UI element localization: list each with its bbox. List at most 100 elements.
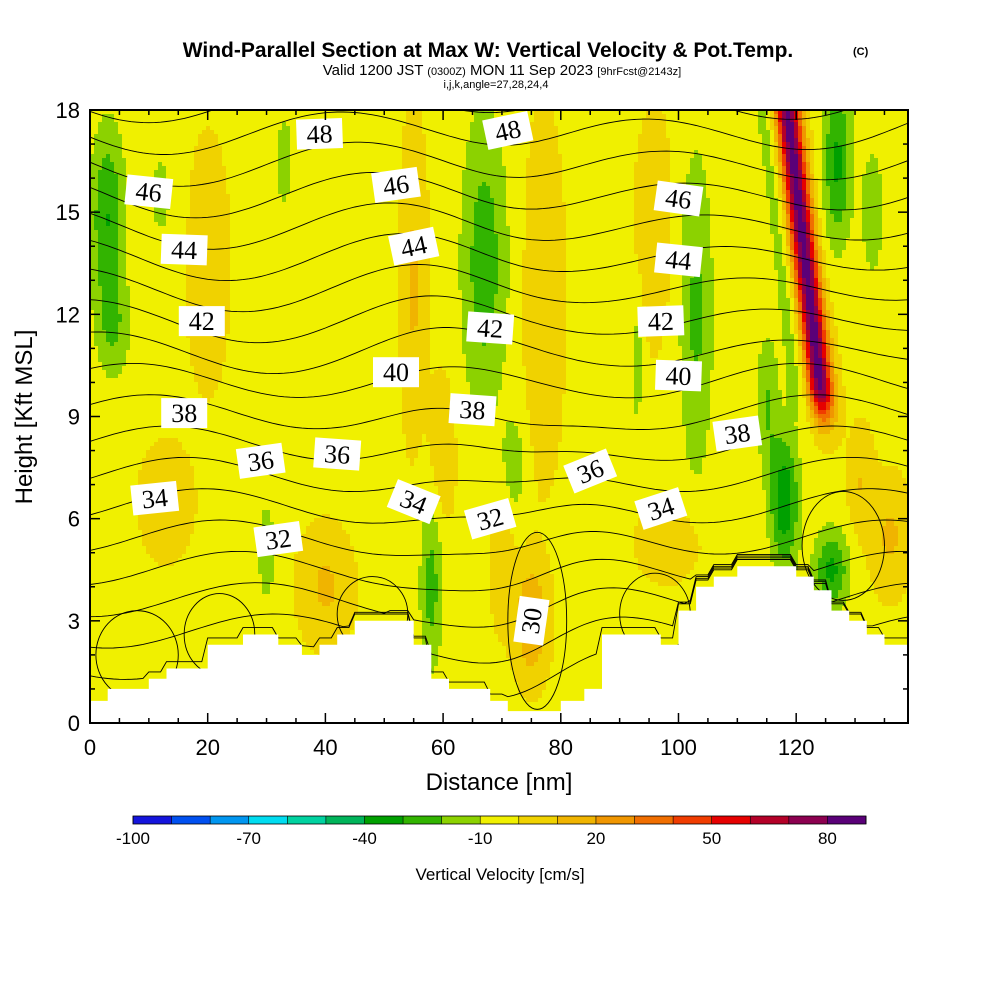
velocity-cell [102, 342, 107, 347]
velocity-cell [154, 358, 159, 363]
velocity-cell [150, 522, 155, 527]
velocity-cell [150, 558, 155, 563]
velocity-cell [134, 438, 139, 443]
velocity-cell [134, 330, 139, 335]
velocity-cell [118, 674, 123, 679]
velocity-cell [198, 382, 203, 387]
velocity-cell [186, 546, 191, 551]
velocity-cell [98, 450, 103, 455]
velocity-cell [126, 158, 131, 163]
velocity-cell [114, 522, 119, 527]
velocity-cell [122, 562, 127, 567]
velocity-cell [122, 554, 127, 559]
velocity-cell [138, 646, 143, 651]
velocity-cell [150, 318, 155, 323]
velocity-cell [170, 434, 175, 439]
velocity-cell [102, 366, 107, 371]
velocity-cell [194, 170, 199, 175]
velocity-cell [210, 490, 215, 495]
velocity-cell [138, 274, 143, 279]
velocity-cell [166, 566, 171, 571]
velocity-cell [118, 186, 123, 191]
velocity-cell [166, 134, 171, 139]
velocity-cell [198, 442, 203, 447]
velocity-cell [146, 142, 151, 147]
velocity-cell [126, 558, 131, 563]
velocity-cell [210, 482, 215, 487]
velocity-cell [98, 218, 103, 223]
velocity-cell [178, 550, 183, 555]
velocity-cell [146, 514, 151, 519]
velocity-cell [166, 574, 171, 579]
velocity-cell [198, 478, 203, 483]
velocity-cell [142, 654, 147, 659]
velocity-cell [110, 606, 115, 611]
velocity-cell [214, 610, 219, 615]
velocity-cell [162, 466, 167, 471]
velocity-cell [142, 278, 147, 283]
velocity-cell [150, 126, 155, 131]
velocity-cell [110, 522, 115, 527]
velocity-cell [202, 574, 207, 579]
velocity-cell [178, 590, 183, 595]
velocity-cell [218, 262, 223, 267]
velocity-cell [158, 634, 163, 639]
velocity-cell [110, 530, 115, 535]
velocity-cell [194, 446, 199, 451]
velocity-cell [154, 666, 159, 671]
velocity-cell [134, 538, 139, 543]
velocity-cell [178, 274, 183, 279]
velocity-cell [190, 390, 195, 395]
velocity-cell [206, 158, 211, 163]
velocity-cell [106, 670, 111, 675]
velocity-cell [106, 358, 111, 363]
velocity-cell [130, 606, 135, 611]
velocity-cell [94, 374, 99, 379]
velocity-cell [118, 154, 123, 159]
velocity-cell [142, 634, 147, 639]
velocity-cell [134, 126, 139, 131]
velocity-cell [162, 442, 167, 447]
velocity-cell [206, 366, 211, 371]
velocity-cell [178, 446, 183, 451]
velocity-cell [122, 514, 127, 519]
velocity-cell [218, 250, 223, 255]
velocity-cell [194, 194, 199, 199]
velocity-cell [150, 306, 155, 311]
velocity-cell [214, 478, 219, 483]
velocity-cell [210, 426, 215, 431]
velocity-cell [130, 410, 135, 415]
velocity-cell [194, 182, 199, 187]
velocity-cell [146, 462, 151, 467]
velocity-cell [162, 274, 167, 279]
velocity-cell [114, 138, 119, 143]
velocity-cell [110, 642, 115, 647]
velocity-cell [130, 594, 135, 599]
velocity-cell [134, 158, 139, 163]
velocity-cell [118, 366, 123, 371]
velocity-cell [190, 366, 195, 371]
velocity-cell [198, 130, 203, 135]
velocity-cell [186, 266, 191, 271]
velocity-cell [178, 230, 183, 235]
velocity-cell [198, 118, 203, 123]
velocity-cell [126, 586, 131, 591]
velocity-cell [106, 406, 111, 411]
velocity-cell [210, 242, 215, 247]
velocity-cell [134, 458, 139, 463]
velocity-cell [190, 638, 195, 643]
velocity-cell [106, 378, 111, 383]
velocity-cell [202, 274, 207, 279]
velocity-cell [186, 146, 191, 151]
velocity-cell [138, 602, 143, 607]
velocity-cell [198, 386, 203, 391]
velocity-cell [110, 238, 115, 243]
velocity-cell [106, 306, 111, 311]
velocity-cell [194, 618, 199, 623]
velocity-cell [174, 590, 179, 595]
velocity-cell [162, 162, 167, 167]
velocity-cell [182, 146, 187, 151]
velocity-cell [102, 462, 107, 467]
velocity-cell [174, 122, 179, 127]
velocity-cell [170, 550, 175, 555]
